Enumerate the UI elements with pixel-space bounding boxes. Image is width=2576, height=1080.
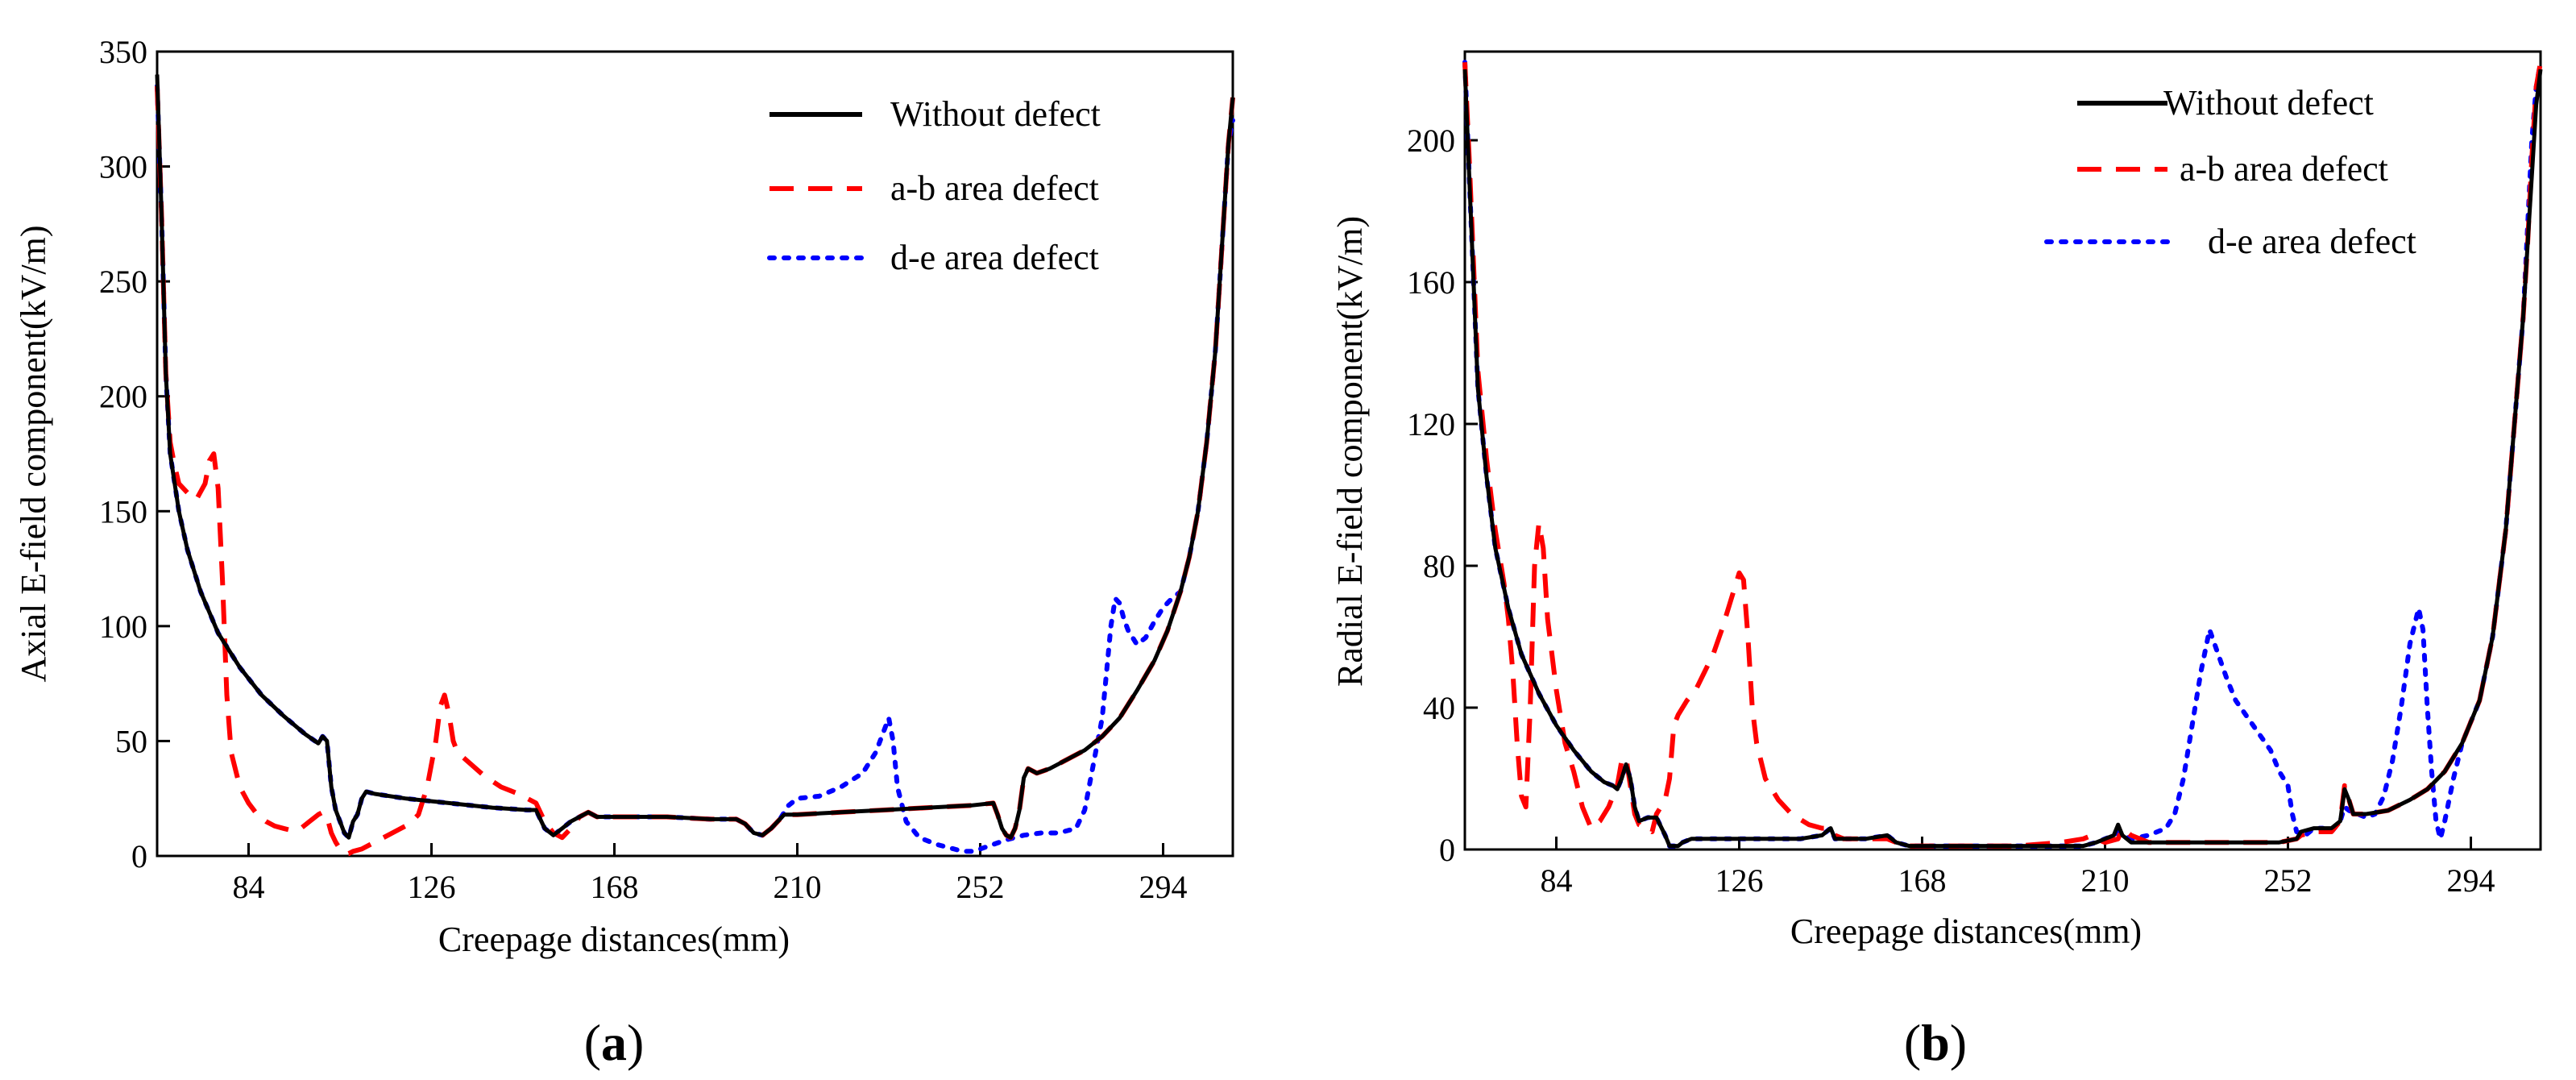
panel-b-legend: Without defect a-b area defect d-e area … [2044,83,2416,261]
panel-b-legend-label-ab-defect: a-b area defect [2180,149,2388,189]
panel-a-y-tick-label: 150 [99,493,147,530]
panel-b-y-tick-label: 80 [1423,548,1455,584]
panel-b-x-axis-title: Creepage distances(mm) [1790,912,2142,951]
panel-a-y-tick-label: 300 [99,149,147,185]
panel-a-y-tick-label: 350 [99,34,147,70]
panel-a-series-layer [155,74,1235,857]
panel-a-x-axis-title: Creepage distances(mm) [438,920,790,959]
panel-a-x-tick-label: 168 [591,869,639,905]
panel-a-caption: (a) [584,1014,645,1071]
panel-a-y-tick-label: 0 [131,838,147,874]
panel-a-x-tick-label: 294 [1139,869,1188,905]
panel-a-x-tick-label: 252 [956,869,1005,905]
panel-b-y-tick-label: 200 [1407,123,1455,159]
panel-a-legend-label-ab-defect: a-b area defect [890,168,1099,208]
panel-b-y-tick-label: 160 [1407,264,1455,301]
panel-b-caption-letter: b [1921,1014,1950,1071]
panel-b-series-line-without-defect [1462,69,2543,849]
panel-a-chart: 84 126 168 210 252 294 0 50 100 150 200 250 300 350 W… [14,34,1235,1071]
panel-a-y-axis-title: Axial E-field component(kV/m) [14,226,53,683]
panel-b-y-tick-label: 0 [1439,832,1455,868]
panel-a-y-tick-label: 100 [99,609,147,645]
panel-a-axis-ticks: 84 126 168 210 252 294 0 50 100 150 200 250 300 350 [99,34,1188,905]
panel-b-x-tick-label: 126 [1715,862,1764,899]
panel-a-x-tick-label: 126 [408,869,456,905]
panel-a-y-tick-label: 200 [99,379,147,415]
panel-b-x-tick-label: 252 [2264,862,2313,899]
panel-b-x-tick-label: 294 [2447,862,2495,899]
panel-a-y-tick-label: 50 [115,723,147,759]
panel-b-x-tick-label: 168 [1898,862,1947,899]
panel-a-series-line-without-defect [155,74,1235,840]
panel-a-legend: Without defect a-b area defect d-e area … [767,94,1101,277]
panel-b-legend-label-de-defect: d-e area defect [2208,222,2416,261]
panel-b-series-line-a-b-area-defect [1462,61,2543,849]
panel-b-plot-frame [1463,50,2542,851]
panel-b-series-layer [1462,60,2543,849]
panel-a-y-tick-label: 250 [99,264,147,300]
panel-b-axis-ticks: 84 126 168 210 252 294 0 40 80 120 160 200 [1407,123,2495,899]
panel-b-x-tick-label: 84 [1541,862,1573,899]
panel-b-legend-label-without-defect: Without defect [2163,83,2374,123]
panel-a-legend-label-de-defect: d-e area defect [890,238,1099,277]
panel-b-caption: (b) [1904,1014,1967,1071]
panel-a-x-tick-label: 84 [233,869,265,905]
panel-a-caption-letter: a [601,1014,627,1071]
panel-b-chart: 84 126 168 210 252 294 0 40 80 120 160 200 Without … [1330,50,2543,1071]
panel-a-x-tick-label: 210 [774,869,822,905]
panel-b-y-tick-label: 40 [1423,690,1455,726]
panel-a-series-line-d-e-area-defect [155,83,1235,854]
panel-a-plot-frame [156,50,1234,858]
panel-b-y-axis-title: Radial E-field component(kV/m) [1330,216,1370,687]
panel-b-series-line-d-e-area-defect [1462,60,2543,849]
panel-a-legend-label-without-defect: Without defect [890,94,1101,134]
panel-b-y-tick-label: 120 [1407,406,1455,442]
panel-b-x-tick-label: 210 [2081,862,2130,899]
